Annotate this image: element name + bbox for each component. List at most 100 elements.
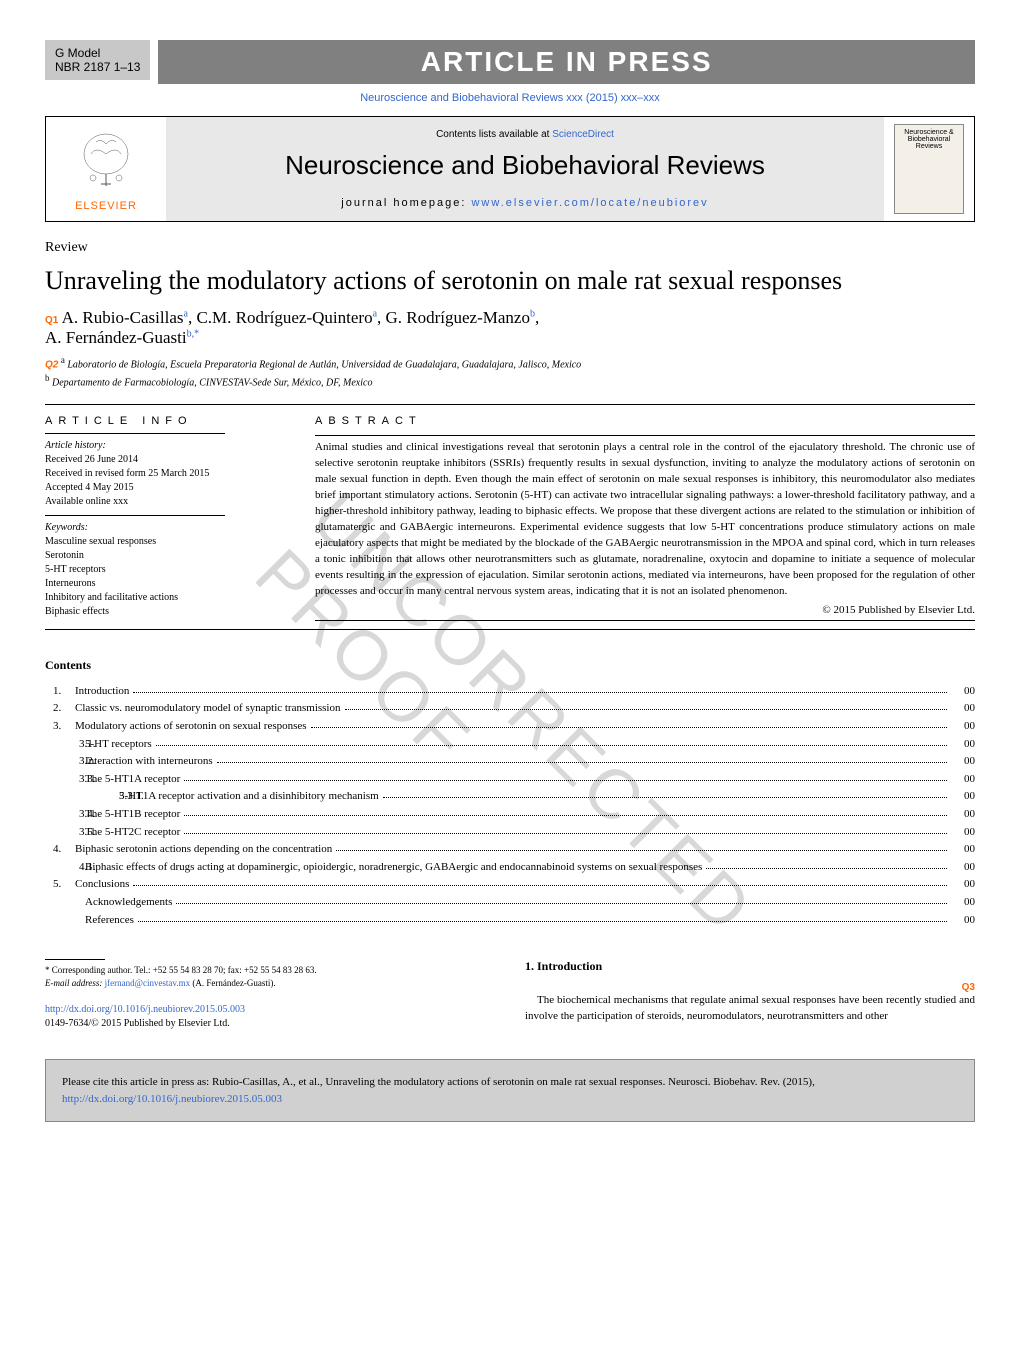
doi-link[interactable]: http://dx.doi.org/10.1016/j.neubiorev.20… [45,1004,245,1015]
toc-dots [156,736,947,746]
toc-row[interactable]: Acknowledgements00 [45,894,975,912]
toc-dots [311,718,947,728]
toc-row[interactable]: 3.5.The 5-HT2C receptor00 [45,824,975,842]
toc-number: 3.4. [45,806,85,824]
gmodel-box: G Model NBR 2187 1–13 [45,40,150,80]
proof-ref: NBR 2187 1–13 [55,60,140,74]
corresponding-author: * Corresponding author. Tel.: +52 55 54 … [45,964,495,989]
toc-page: 00 [951,894,975,912]
toc-page: 00 [951,912,975,930]
doi-block: http://dx.doi.org/10.1016/j.neubiorev.20… [45,1003,495,1031]
revised-date: Received in revised form 25 March 2015 [45,467,285,481]
toc-number: 4. [45,841,75,859]
toc-dots [706,859,947,869]
abstract-text: Animal studies and clinical investigatio… [315,440,975,599]
toc-number: 3. [45,718,75,736]
toc-label: Biphasic serotonin actions depending on … [75,841,332,859]
keyword-1: Masculine sexual responses [45,535,285,549]
toc-label: Modulatory actions of serotonin on sexua… [75,718,307,736]
toc-dots [184,806,947,816]
authors: Q1 A. Rubio-Casillasa, C.M. Rodríguez-Qu… [45,308,975,348]
article-info-column: article info Article history: Received 2… [45,415,285,624]
toc-number: 3.3. [45,771,85,789]
toc-row[interactable]: 5.Conclusions00 [45,876,975,894]
author-2: , C.M. Rodríguez-Quintero [188,308,373,327]
divider-after-abstract [45,629,975,630]
cite-doi-link[interactable]: http://dx.doi.org/10.1016/j.neubiorev.20… [62,1093,282,1105]
toc-dots [184,824,947,834]
cite-text: Please cite this article in press as: Ru… [62,1076,815,1088]
toc-row[interactable]: 3.2.Interaction with interneurons00 [45,753,975,771]
toc-page: 00 [951,683,975,701]
keyword-2: Serotonin [45,549,285,563]
author-4: A. Fernández-Guasti [45,328,187,347]
toc-number: 2. [45,700,75,718]
toc-row[interactable]: 3.Modulatory actions of serotonin on sex… [45,718,975,736]
toc-label: Classic vs. neuromodulatory model of syn… [75,700,341,718]
toc-label: The 5-HT2C receptor [85,824,180,842]
corr-divider [45,959,105,960]
article-title: Unraveling the modulatory actions of ser… [45,264,975,298]
info-divider-2 [45,515,225,516]
proof-header: G Model NBR 2187 1–13 ARTICLE IN PRESS [45,40,975,84]
journal-title: Neuroscience and Biobehavioral Reviews [174,150,876,181]
contents-available-line: Contents lists available at ScienceDirec… [174,129,876,140]
toc-row[interactable]: 3.3.The 5-HT1A receptor00 [45,771,975,789]
toc-label: 5-HT1A receptor activation and a disinhi… [119,788,379,806]
toc-number: 1. [45,683,75,701]
toc-row[interactable]: 3.3.1.5-HT1A receptor activation and a d… [45,788,975,806]
history-label: Article history: [45,440,285,451]
toc-row[interactable]: 3.4.The 5-HT1B receptor00 [45,806,975,824]
author-4-aff: b,* [187,328,200,339]
toc-page: 00 [951,824,975,842]
intro-heading: 1. Introduction [525,959,975,974]
toc-row[interactable]: 1.Introduction00 [45,683,975,701]
toc-page: 00 [951,753,975,771]
toc-dots [133,876,947,886]
corr-email-link[interactable]: jfernand@cinvestav.mx [105,978,190,988]
toc-dots [184,771,947,781]
toc-dots [133,683,947,693]
author-3-aff: b [530,308,535,319]
sciencedirect-link[interactable]: ScienceDirect [552,129,614,140]
keyword-6: Biphasic effects [45,605,285,619]
toc-row[interactable]: 4.1.Biphasic effects of drugs acting at … [45,859,975,877]
toc-label: 5-HT receptors [85,736,152,754]
toc-label: References [85,912,134,930]
corr-text: * Corresponding author. Tel.: +52 55 54 … [45,964,495,977]
toc-dots [176,894,947,904]
accepted-date: Accepted 4 May 2015 [45,481,285,495]
toc-dots [383,788,947,798]
q3-marker: Q3 [525,982,975,993]
toc-number: 4.1. [45,859,85,877]
keyword-4: Interneurons [45,577,285,591]
contents-heading: Contents [45,658,975,673]
toc-row[interactable]: References 00 [45,912,975,930]
toc-page: 00 [951,806,975,824]
toc-dots [217,753,947,763]
article-type: Review [45,240,975,256]
toc-dots [336,841,947,851]
toc-page: 00 [951,736,975,754]
toc-row[interactable]: 4.Biphasic serotonin actions depending o… [45,841,975,859]
toc-page: 00 [951,700,975,718]
toc-number: 5. [45,876,75,894]
journal-citation-link[interactable]: Neuroscience and Biobehavioral Reviews x… [45,92,975,104]
intro-text: The biochemical mechanisms that regulate… [525,993,975,1025]
toc-row[interactable]: 2.Classic vs. neuromodulatory model of s… [45,700,975,718]
q1-marker: Q1 [45,315,58,326]
cover-placeholder: Neuroscience & Biobehavioral Reviews [894,124,964,214]
gmodel-label: G Model [55,46,140,60]
toc-row[interactable]: 3.1.5-HT receptors00 [45,736,975,754]
online-date: Available online xxx [45,495,285,509]
homepage-link[interactable]: www.elsevier.com/locate/neubiorev [471,197,708,209]
toc-page: 00 [951,876,975,894]
article-in-press-banner: ARTICLE IN PRESS [158,40,975,84]
email-label: E-mail address: [45,978,105,988]
abstract-copyright: © 2015 Published by Elsevier Ltd. [315,604,975,616]
received-date: Received 26 June 2014 [45,453,285,467]
keyword-5: Inhibitory and facilitative actions [45,591,285,605]
right-column: 1. Introduction Q3 The biochemical mecha… [525,959,975,1031]
toc-number: 3.2. [45,753,85,771]
toc-page: 00 [951,841,975,859]
